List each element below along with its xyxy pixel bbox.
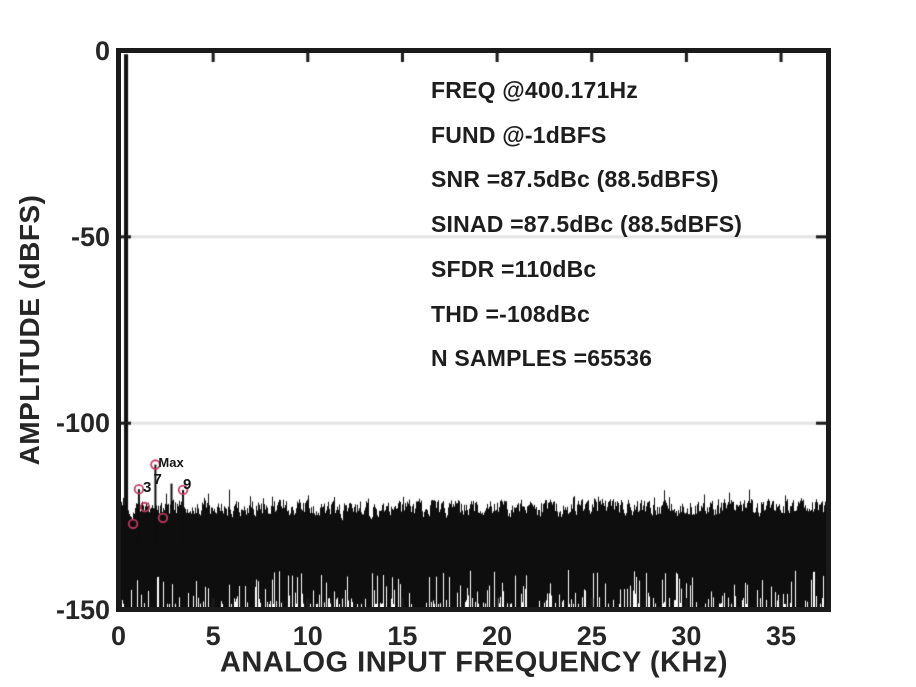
- x-tick-label: 0: [110, 621, 127, 651]
- annotation-line: SINAD =87.5dBc (88.5dBFS): [431, 211, 743, 238]
- y-tick-label: -100: [55, 408, 110, 439]
- harmonic-label-max: Max: [158, 454, 184, 470]
- x-tick-label: 30: [671, 621, 702, 651]
- x-tick-label: 20: [482, 621, 513, 651]
- x-tick-label: 10: [292, 621, 323, 651]
- annotation-line: SNR =87.5dBc (88.5dBFS): [431, 166, 719, 193]
- harmonic-label-9: 9: [183, 475, 192, 493]
- plot-area: [116, 48, 831, 612]
- x-axis-title: ANALOG INPUT FREQUENCY (KHz): [219, 646, 729, 679]
- annotation-line: N SAMPLES =65536: [431, 345, 653, 372]
- x-tick-label: 25: [576, 621, 607, 651]
- annotation-line: THD =-108dBc: [431, 300, 590, 327]
- y-tick-label: 0: [94, 35, 110, 66]
- spectrum-canvas: [121, 53, 826, 607]
- x-tick-label: 35: [766, 621, 797, 651]
- y-tick-label: -50: [70, 221, 110, 252]
- annotation-line: SFDR =110dBc: [431, 255, 597, 282]
- annotation-line: FREQ @400.171Hz: [431, 77, 638, 103]
- y-tick-label: -150: [55, 594, 110, 625]
- harmonic-label-3: 3: [142, 479, 152, 497]
- harmonic-label-7: 7: [153, 470, 162, 488]
- x-tick-label: 15: [387, 621, 418, 651]
- annotation-line: FUND @-1dBFS: [431, 121, 607, 148]
- measurement-annotations: FREQ @400.171Hz FUND @-1dBFS SNR =87.5dBc …: [431, 68, 742, 381]
- x-tick-label: 5: [205, 621, 221, 651]
